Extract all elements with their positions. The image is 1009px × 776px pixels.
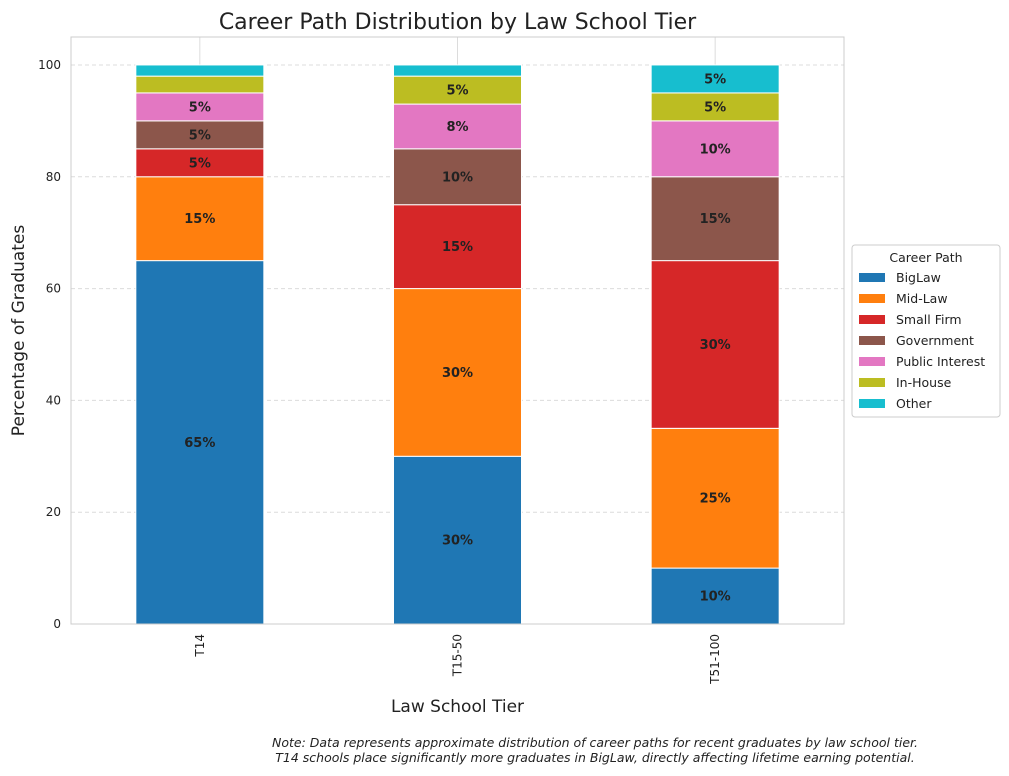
bar-value-label: 5%: [704, 100, 726, 115]
y-tick-label: 0: [53, 617, 61, 631]
chart-title: Career Path Distribution by Law School T…: [219, 10, 697, 35]
legend-entry: BigLaw: [896, 270, 941, 285]
bar-mid-law: [135, 176, 265, 262]
plot-frame: [70, 36, 845, 625]
bar-value-label: 30%: [442, 534, 473, 549]
bar-in-house: [650, 92, 780, 122]
bar-biglaw: [393, 455, 522, 625]
bar-value-label: 30%: [700, 338, 731, 353]
bar-small-firm: [650, 260, 780, 429]
bar-value-label: 15%: [442, 240, 473, 255]
bar-public-interest: [650, 120, 780, 178]
legend-swatch: [859, 294, 885, 303]
legend-entry: Mid-Law: [896, 291, 948, 306]
bar-value-label: 10%: [700, 142, 731, 157]
y-tick-label: 80: [46, 170, 61, 184]
y-tick-label: 60: [46, 282, 61, 296]
legend-swatch: [859, 357, 885, 366]
x-tick-label: T14: [193, 634, 207, 658]
bar-small-firm: [393, 204, 522, 290]
bar-government: [393, 148, 522, 206]
x-tick-label: T51-100: [708, 634, 722, 685]
y-tick-label: 40: [46, 393, 61, 407]
legend-entry: Public Interest: [896, 354, 985, 369]
bar-value-label: 8%: [446, 120, 468, 135]
bar-other: [393, 64, 522, 77]
bar-value-label: 5%: [189, 156, 211, 171]
bar-other: [135, 64, 265, 77]
legend-swatch: [859, 399, 885, 408]
y-axis-label: Percentage of Graduates: [9, 225, 29, 437]
legend-swatch: [859, 315, 885, 324]
bar-value-label: 25%: [700, 492, 731, 507]
bar-mid-law: [650, 427, 780, 569]
legend-swatch: [859, 273, 885, 282]
bar-value-label: 15%: [184, 212, 215, 227]
y-tick-label: 100: [38, 58, 61, 72]
x-axis-label: Law School Tier: [391, 697, 524, 717]
legend-entry: Small Firm: [896, 312, 962, 327]
x-tick-label: T15-50: [451, 634, 465, 677]
bar-value-label: 5%: [189, 128, 211, 143]
bar-value-label: 65%: [184, 436, 215, 451]
bar-value-label: 5%: [704, 72, 726, 87]
legend-swatch: [859, 378, 885, 387]
bar-in-house: [135, 75, 265, 94]
legend-entry: Other: [896, 396, 932, 411]
bar-value-label: 15%: [700, 212, 731, 227]
bar-biglaw: [650, 567, 780, 625]
bar-value-label: 5%: [446, 84, 468, 99]
bar-value-label: 30%: [442, 366, 473, 381]
legend-entry: In-House: [896, 375, 952, 390]
legend-swatch: [859, 336, 885, 345]
bar-public-interest: [393, 103, 522, 150]
bar-other: [650, 64, 780, 94]
bar-biglaw: [135, 260, 265, 625]
footnote: Note: Data represents approximate distri…: [272, 735, 918, 750]
bar-value-label: 5%: [189, 100, 211, 115]
legend-entry: Government: [896, 333, 974, 348]
bar-government: [650, 176, 780, 262]
y-tick-label: 20: [46, 505, 61, 519]
legend-title: Career Path: [889, 250, 962, 265]
bar-government: [135, 120, 265, 150]
bar-value-label: 10%: [442, 170, 473, 185]
footnote: T14 schools place significantly more gra…: [275, 750, 914, 765]
bar-value-label: 10%: [700, 590, 731, 605]
legend-box: [851, 244, 1001, 418]
